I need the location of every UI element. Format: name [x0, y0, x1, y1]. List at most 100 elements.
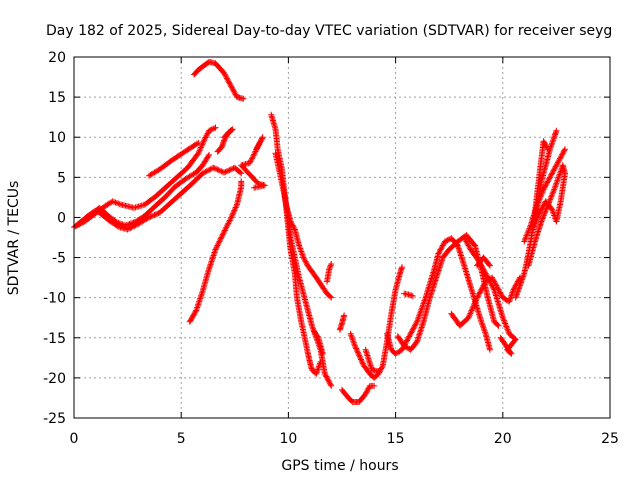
data-point — [542, 182, 549, 189]
data-point — [473, 296, 480, 303]
tick-labels: 0 5 10 15 20 25 -25 -20 -15 -10 -5 0 5 10 15 20 — [43, 50, 619, 447]
data-point — [228, 213, 235, 220]
data-point — [237, 169, 244, 176]
data-point — [540, 212, 547, 219]
data-point — [326, 266, 333, 273]
data-point — [543, 181, 550, 188]
data-point — [227, 216, 234, 223]
data-point — [466, 243, 473, 250]
data-point — [541, 183, 548, 190]
data-point — [470, 303, 477, 310]
data-point — [219, 231, 226, 238]
data-point — [541, 201, 548, 208]
data-point — [468, 307, 475, 314]
data-point — [326, 265, 333, 272]
data-point — [290, 223, 297, 230]
data-point — [467, 310, 474, 317]
data-point — [226, 167, 233, 174]
y-tick-label: -25 — [43, 411, 66, 427]
data-point — [324, 376, 331, 383]
data-point — [525, 228, 532, 235]
data-point — [129, 219, 136, 226]
data-point — [228, 83, 235, 90]
data-point — [534, 214, 541, 221]
data-point — [224, 221, 231, 228]
data-point — [556, 155, 563, 162]
data-point — [437, 246, 444, 253]
data-point — [215, 239, 222, 246]
data-point — [461, 235, 468, 242]
data-point — [405, 291, 412, 298]
y-tick-label: -20 — [43, 371, 66, 387]
data-point — [109, 198, 116, 205]
data-point — [541, 185, 548, 192]
x-axis-label: GPS time / hours — [281, 458, 398, 474]
data-point — [557, 154, 564, 161]
data-point — [220, 230, 227, 237]
x-tick-label: 10 — [279, 431, 297, 447]
data-point — [546, 174, 553, 181]
grid-lines — [74, 57, 610, 418]
data-point — [146, 214, 153, 221]
data-point — [406, 332, 413, 339]
data-point — [521, 237, 528, 244]
data-point — [541, 211, 548, 218]
data-point — [472, 298, 479, 305]
data-point — [203, 133, 210, 140]
data-point — [229, 211, 236, 218]
data-point — [443, 237, 450, 244]
y-tick-label: 0 — [57, 210, 66, 226]
data-point — [472, 297, 479, 304]
data-point — [233, 203, 240, 210]
data-point — [439, 243, 446, 250]
data-point — [409, 326, 416, 333]
data-point — [549, 170, 556, 177]
x-tick-label: 15 — [387, 431, 405, 447]
data-point — [399, 264, 406, 271]
data-point — [479, 263, 486, 270]
data-point — [148, 213, 155, 220]
data-point — [223, 74, 230, 81]
data-point — [399, 346, 406, 353]
data-point — [327, 262, 334, 269]
data-point — [476, 290, 483, 297]
data-point — [497, 290, 504, 297]
data-point — [221, 70, 228, 77]
data-point — [522, 235, 529, 242]
data-point — [441, 238, 448, 245]
data-point — [359, 359, 366, 366]
y-tick-label: -10 — [43, 291, 66, 307]
data-point — [229, 86, 236, 93]
data-point — [240, 95, 247, 102]
series-arc-m — [311, 328, 326, 357]
data-point — [195, 139, 202, 146]
data-point — [125, 221, 132, 228]
data-point — [536, 209, 543, 216]
data-point — [378, 365, 385, 372]
data-point — [215, 167, 222, 174]
data-point — [436, 249, 443, 256]
data-point — [547, 196, 554, 203]
data-point — [412, 321, 419, 328]
data-point — [199, 170, 206, 177]
data-point — [257, 138, 264, 145]
data-point — [123, 221, 130, 228]
data-point — [225, 220, 232, 227]
data-point — [547, 195, 554, 202]
data-point — [328, 294, 335, 301]
data-point — [210, 164, 217, 171]
data-point — [147, 213, 154, 220]
data-point — [217, 167, 224, 174]
data-point — [544, 178, 551, 185]
y-tick-label: 20 — [48, 50, 66, 66]
data-point — [323, 374, 330, 381]
data-point — [561, 147, 568, 154]
data-point — [258, 137, 265, 144]
data-point — [550, 167, 557, 174]
data-point — [199, 141, 206, 148]
data-point — [213, 245, 220, 252]
data-point — [225, 78, 232, 85]
x-tick-label: 20 — [494, 431, 512, 447]
data-point — [523, 232, 530, 239]
